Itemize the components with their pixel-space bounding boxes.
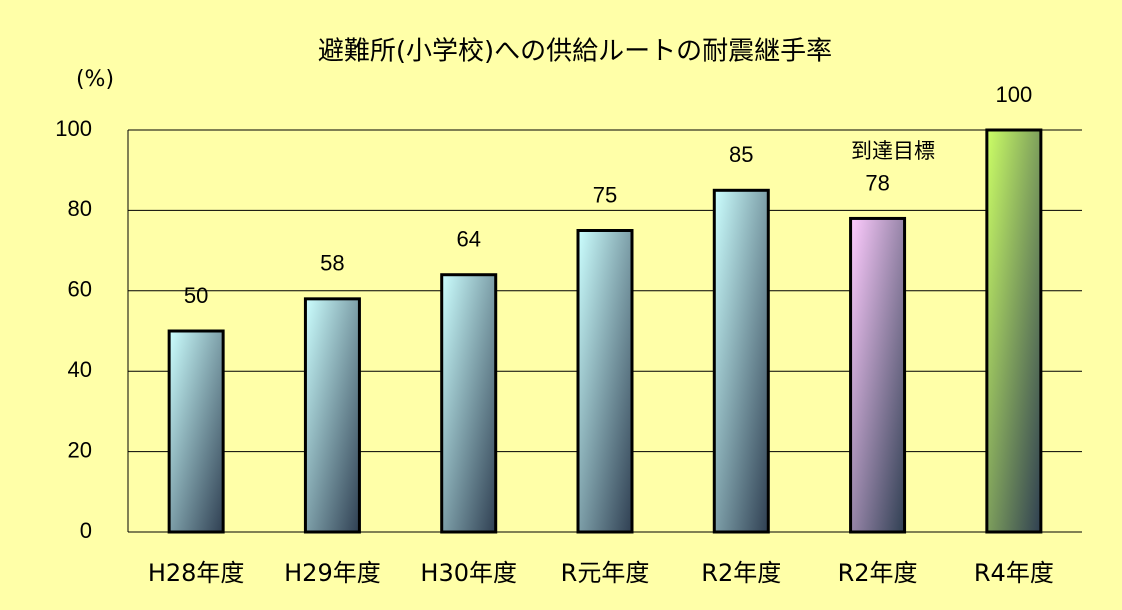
y-tick-label: 0 — [80, 518, 92, 543]
bar — [303, 297, 361, 534]
bar — [167, 329, 225, 534]
bar — [576, 229, 634, 534]
data-label: 78 — [865, 170, 889, 195]
x-tick-label: R2年度 — [701, 559, 781, 587]
annotation: 到達目標 — [851, 139, 935, 163]
y-tick-label: 100 — [55, 116, 92, 141]
data-label: 85 — [729, 142, 753, 167]
x-tick-label: H30年度 — [420, 559, 517, 587]
x-tick-label: R元年度 — [561, 559, 650, 587]
data-label: 64 — [456, 227, 480, 252]
bar — [849, 216, 907, 534]
chart-title: 避難所(小学校)への供給ルートの耐震継手率 — [318, 37, 832, 67]
data-label: 50 — [184, 283, 208, 308]
x-tick-label: R4年度 — [974, 559, 1054, 587]
y-tick-label: 40 — [68, 357, 92, 382]
bar — [712, 188, 770, 534]
data-label: 100 — [995, 82, 1032, 107]
y-axis-label: (%) — [76, 67, 114, 92]
data-label: 58 — [320, 251, 344, 276]
x-tick-label: H29年度 — [284, 559, 381, 587]
data-label: 75 — [593, 182, 617, 207]
x-tick-label: H28年度 — [148, 559, 245, 587]
y-tick-label: 20 — [68, 437, 92, 462]
y-tick-label: 80 — [68, 196, 92, 221]
x-tick-label: R2年度 — [838, 559, 918, 587]
bar — [440, 273, 498, 534]
y-tick-label: 60 — [68, 277, 92, 302]
bar — [985, 128, 1043, 534]
